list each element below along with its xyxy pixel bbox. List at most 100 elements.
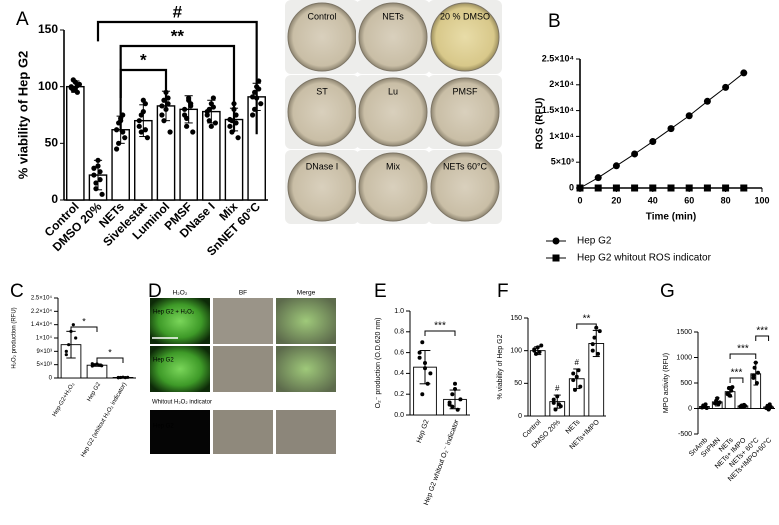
micro-row: Hep G2 bbox=[153, 358, 174, 364]
data-point bbox=[753, 360, 758, 365]
data-point bbox=[752, 365, 757, 370]
data-point bbox=[212, 120, 219, 126]
data-point bbox=[417, 355, 422, 360]
panel-letter: D bbox=[148, 281, 162, 302]
data-point bbox=[756, 370, 761, 375]
data-point bbox=[93, 180, 99, 186]
data-point bbox=[97, 177, 103, 183]
significance: # bbox=[575, 358, 580, 367]
data-point bbox=[725, 392, 730, 397]
data-point bbox=[766, 407, 771, 412]
data-point bbox=[97, 169, 103, 175]
marker bbox=[685, 112, 693, 120]
data-point bbox=[144, 135, 151, 141]
y-tick-label: 0.8 bbox=[394, 329, 404, 336]
micrograph bbox=[213, 298, 273, 344]
panel-letter: C bbox=[10, 281, 24, 302]
y-tick-label: 0 bbox=[49, 376, 53, 382]
plate bbox=[430, 152, 500, 222]
data-point bbox=[91, 165, 97, 171]
y-tick-label: 2×10⁴ bbox=[549, 79, 574, 89]
y-tick-label: 1500 bbox=[676, 329, 692, 336]
data-point bbox=[576, 368, 581, 373]
data-point bbox=[420, 340, 425, 345]
x-tick-label: 60 bbox=[684, 195, 694, 205]
data-point bbox=[249, 94, 256, 100]
y-tick-label: 1000 bbox=[676, 354, 692, 361]
x-tick-label: Hep G2 whitout O₂⁻ indicator bbox=[423, 418, 461, 506]
x-tick-label: Hep G2 bbox=[87, 381, 103, 402]
y-tick-label: 50 bbox=[514, 380, 522, 387]
marker bbox=[740, 69, 748, 77]
micro-row: Hep G2 bbox=[153, 424, 174, 430]
marker bbox=[649, 138, 657, 146]
data-point bbox=[768, 404, 773, 409]
y-tick-label: 0 bbox=[569, 182, 574, 192]
marker bbox=[576, 184, 584, 192]
data-point bbox=[181, 106, 188, 112]
x-tick-label: Hep G2 (whitout H₂O₂ indicator) bbox=[80, 382, 128, 459]
plate bbox=[430, 2, 500, 72]
data-point bbox=[455, 407, 460, 412]
data-point bbox=[703, 402, 708, 407]
y-tick-label: 50 bbox=[45, 136, 59, 150]
marker bbox=[722, 184, 730, 192]
y-tick-label: 0 bbox=[51, 192, 58, 206]
data-point bbox=[453, 387, 457, 391]
data-point bbox=[113, 127, 120, 133]
plate-label: Mix bbox=[386, 161, 400, 171]
micrograph bbox=[150, 410, 210, 454]
micrograph bbox=[150, 346, 210, 392]
legend-label: Hep G2 bbox=[577, 236, 612, 247]
data-point bbox=[551, 400, 556, 405]
significance: ** bbox=[583, 314, 591, 325]
data-point bbox=[206, 118, 212, 124]
panel-letter: A bbox=[16, 9, 29, 30]
series-line bbox=[579, 72, 745, 189]
data-point bbox=[551, 397, 556, 402]
data-point bbox=[450, 392, 455, 397]
data-point bbox=[420, 392, 425, 397]
micrograph bbox=[213, 410, 273, 454]
data-point bbox=[729, 388, 734, 393]
data-point bbox=[578, 384, 583, 389]
plate-label: NETs 60°C bbox=[443, 161, 488, 171]
plate bbox=[358, 77, 428, 147]
data-point bbox=[113, 146, 120, 152]
panel-letter: B bbox=[548, 11, 561, 32]
x-axis-title: Time (min) bbox=[646, 212, 696, 223]
y-tick-label: 100 bbox=[38, 79, 58, 93]
data-point bbox=[555, 394, 560, 399]
plate-label: Lu bbox=[388, 86, 398, 96]
plate-label: Control bbox=[307, 11, 336, 21]
data-point bbox=[423, 361, 427, 365]
y-tick-label: 150 bbox=[510, 315, 522, 322]
marker bbox=[685, 184, 693, 192]
bar bbox=[66, 85, 85, 201]
micrograph bbox=[276, 346, 336, 392]
data-point bbox=[751, 373, 756, 378]
data-point bbox=[532, 347, 537, 352]
data-point bbox=[592, 335, 597, 340]
y-tick-label: -500 bbox=[678, 431, 692, 438]
data-point bbox=[159, 112, 165, 118]
significance: * bbox=[82, 316, 86, 326]
marker bbox=[612, 184, 620, 192]
y-axis-title: % viability of Hep G2 bbox=[15, 51, 30, 180]
marker bbox=[631, 184, 639, 192]
x-tick-label: 100 bbox=[754, 195, 769, 205]
y-tick-label: 5×10³ bbox=[551, 157, 574, 167]
micro-column: Merge bbox=[297, 290, 316, 297]
y-tick-label: 0 bbox=[688, 405, 692, 412]
data-point bbox=[447, 400, 452, 405]
data-point bbox=[159, 103, 165, 109]
marker bbox=[740, 184, 748, 192]
micrograph bbox=[213, 346, 273, 392]
data-point bbox=[730, 385, 735, 390]
significance: * bbox=[108, 347, 112, 357]
panel-letter: E bbox=[374, 281, 387, 302]
data-point bbox=[71, 323, 75, 327]
data-point bbox=[208, 123, 214, 129]
data-point bbox=[537, 349, 542, 354]
data-point bbox=[458, 397, 463, 402]
